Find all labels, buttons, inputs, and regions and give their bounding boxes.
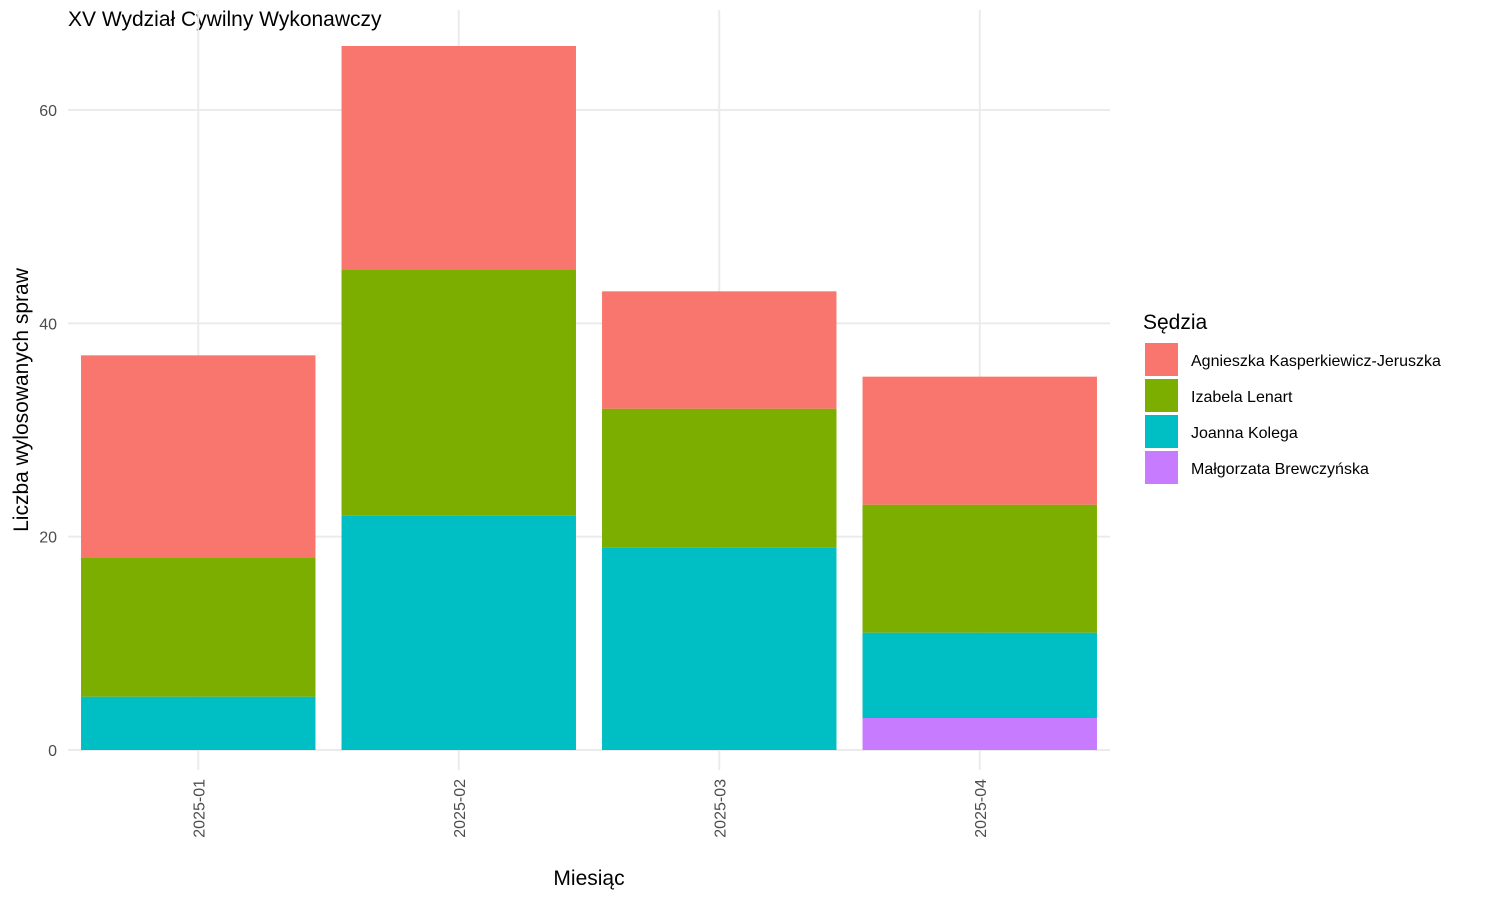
bar-segment: [81, 696, 316, 750]
legend-swatch: [1145, 379, 1178, 412]
legend-swatch: [1145, 451, 1178, 484]
legend-label: Agnieszka Kasperkiewicz-Jeruszka: [1191, 353, 1441, 370]
x-tick-label: 2025-03: [712, 779, 729, 838]
bar-segment: [341, 46, 576, 270]
y-axis-title: Liczba wylosowanych spraw: [10, 267, 33, 532]
y-tick-label: 0: [48, 743, 57, 760]
legend: Sędzia Agnieszka Kasperkiewicz-Jeruszka I…: [1143, 311, 1441, 484]
chart-title: XV Wydział Cywilny Wykonawczy: [68, 8, 382, 31]
x-tick-label: 2025-02: [452, 779, 469, 838]
legend-label: Joanna Kolega: [1191, 425, 1298, 442]
bar-segment: [602, 408, 837, 548]
legend-swatch: [1145, 343, 1178, 376]
bar-segment: [81, 558, 316, 697]
bar-segment: [341, 270, 576, 516]
y-axis-ticks: 0 20 40 60: [39, 103, 57, 760]
legend-swatch: [1145, 415, 1178, 448]
bar-segment: [862, 376, 1097, 505]
y-tick-label: 40: [39, 316, 57, 333]
y-tick-label: 60: [39, 103, 57, 120]
bar-segment: [602, 291, 837, 409]
x-tick-label: 2025-01: [191, 779, 208, 838]
bar-segment: [862, 632, 1097, 718]
x-axis-ticks: 2025-01 2025-02 2025-03 2025-04: [191, 779, 990, 838]
x-tick-label: 2025-04: [973, 779, 990, 838]
legend-title: Sędzia: [1143, 311, 1208, 334]
legend-label: Izabela Lenart: [1191, 389, 1293, 406]
legend-label: Małgorzata Brewczyńska: [1191, 461, 1369, 478]
bar-segment: [341, 515, 576, 750]
x-axis-title: Miesiąc: [553, 867, 624, 890]
bar-segment: [81, 355, 316, 558]
bar-segment: [862, 718, 1097, 750]
y-tick-label: 20: [39, 530, 57, 547]
bars: [81, 46, 1097, 750]
bar-segment: [602, 547, 837, 750]
bar-segment: [862, 504, 1097, 633]
